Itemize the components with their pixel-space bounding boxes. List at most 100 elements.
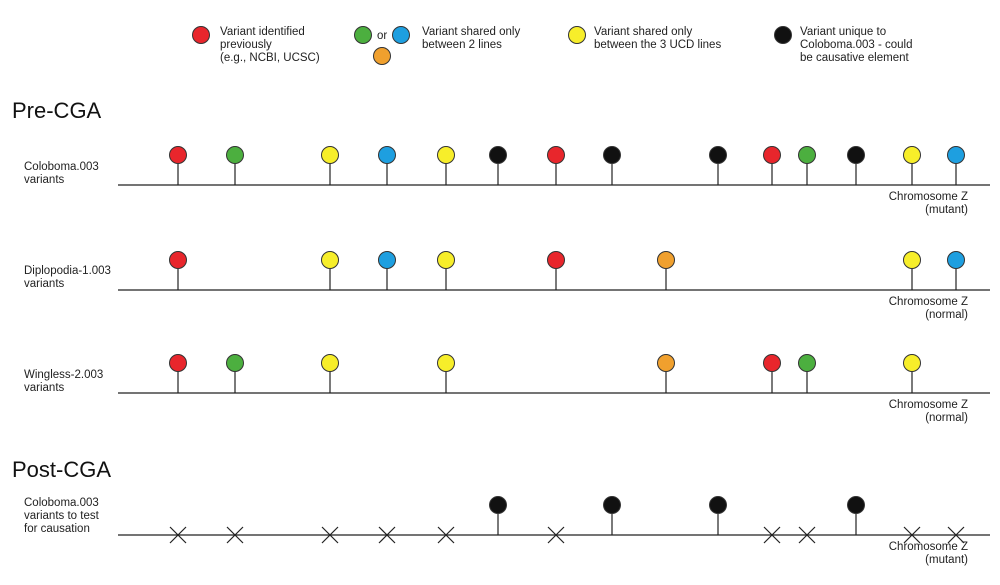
legend-red-marker [192,26,210,44]
variant-yellow-marker [321,146,339,164]
chromosome-label: Chromosome Z (mutant) [889,541,968,566]
track-label-line: variants to test [24,510,100,522]
track-label-line: for causation [24,523,90,535]
legend-black-marker [774,26,792,44]
legend-text-line: between the 3 UCD lines [594,39,721,51]
variant-pin [903,354,921,393]
legend-text-line: Coloboma.003 - could [800,39,913,51]
chromosome-label-line: (mutant) [925,554,968,566]
variant-red-marker [169,354,187,372]
chromosome-track: Diplopodia-1.003 variants Chromosome Z (nor… [24,251,990,321]
chromosome-label-line: (normal) [925,412,968,424]
legend-text-line: be causative element [800,52,909,64]
variant-black-marker [847,496,865,514]
legend-item: or Variant shared only between 2 lines [354,26,520,65]
chromosome-label-line: Chromosome Z [889,541,968,553]
variant-pin [226,146,244,185]
variant-pin [169,146,187,185]
variant-pin [437,146,455,185]
variant-pin [709,496,727,535]
chromosome-label: Chromosome Z (normal) [889,399,968,424]
legend-text-line: Variant shared only [422,26,520,38]
variant-pin [489,496,507,535]
chromosome-label: Chromosome Z (normal) [889,296,968,321]
chromosome-label-line: (normal) [925,309,968,321]
variant-yellow-marker [321,251,339,269]
track-label-line: variants [24,382,65,394]
variant-blue-marker [378,146,396,164]
track-label-line: variants [24,278,65,290]
excluded-variant-cross [437,526,455,544]
chromosome-label-line: Chromosome Z [889,191,968,203]
excluded-variant-cross [378,526,396,544]
variant-pin [903,146,921,185]
track-label-line: variants [24,174,65,186]
variant-pin [603,496,621,535]
legend-item: Variant shared only between the 3 UCD lin… [568,26,721,51]
variant-yellow-marker [437,354,455,372]
legend-orange-marker [373,47,391,65]
legend-text: Variant unique to Coloboma.003 - could be … [800,26,913,64]
variant-pin [547,251,565,290]
variant-black-marker [489,496,507,514]
legend-or-text: or [377,30,387,42]
excluded-variant-cross [798,526,816,544]
variant-yellow-marker [321,354,339,372]
variant-blue-marker [947,251,965,269]
legend-yellow-marker [568,26,586,44]
variant-pin [798,146,816,185]
legend-text: Variant shared only between the 3 UCD lin… [594,26,721,51]
variant-yellow-marker [437,251,455,269]
variant-black-marker [489,146,507,164]
track-label: Coloboma.003 variants to test for causatio… [24,497,100,535]
legend-text-line: Variant shared only [594,26,692,38]
legend-item: Variant unique to Coloboma.003 - could be … [774,26,913,64]
track-label: Wingless-2.003 variants [24,369,103,394]
variant-red-marker [169,146,187,164]
variant-yellow-marker [903,251,921,269]
variant-pin [321,354,339,393]
variant-pin [437,251,455,290]
variant-pin [321,146,339,185]
legend-text: Variant identified previously (e.g., NCBI,… [220,26,320,64]
legend-text-line: previously [220,39,272,51]
variant-pin [657,251,675,290]
variant-pin [947,146,965,185]
variant-pin [798,354,816,393]
track-label-line: Diplopodia-1.003 [24,265,111,277]
legend-item: Variant identified previously (e.g., NCBI,… [192,26,320,64]
variant-pin [763,354,781,393]
variant-orange-marker [657,251,675,269]
variant-pin [169,354,187,393]
legend-green-marker [354,26,372,44]
variant-pin [709,146,727,185]
variant-pin [226,354,244,393]
variant-pin [547,146,565,185]
track-label: Coloboma.003 variants [24,161,99,186]
variant-orange-marker [657,354,675,372]
variant-pin [321,251,339,290]
legend-text-line: Variant identified [220,26,305,38]
variant-pin [378,251,396,290]
variant-pin [437,354,455,393]
variant-pin [847,496,865,535]
variant-red-marker [169,251,187,269]
variant-pin [903,251,921,290]
variant-red-marker [547,251,565,269]
variant-yellow-marker [437,146,455,164]
variant-yellow-marker [903,354,921,372]
variant-pin [763,146,781,185]
chromosome-label-line: Chromosome Z [889,399,968,411]
chromosome-label: Chromosome Z (mutant) [889,191,968,216]
variant-green-marker [798,146,816,164]
variant-black-marker [709,496,727,514]
chromosome-label-line: Chromosome Z [889,296,968,308]
track-label-line: Coloboma.003 [24,497,99,509]
variant-blue-marker [378,251,396,269]
variant-green-marker [798,354,816,372]
variant-blue-marker [947,146,965,164]
excluded-variant-cross [226,526,244,544]
legend-text-line: (e.g., NCBI, UCSC) [220,52,320,64]
chromosome-label-line: (mutant) [925,204,968,216]
